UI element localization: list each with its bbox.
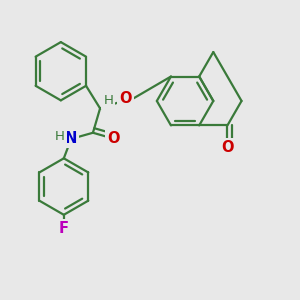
Text: H: H	[103, 94, 113, 106]
Text: O: O	[221, 140, 234, 155]
Text: N: N	[64, 130, 76, 146]
Text: O: O	[107, 130, 120, 146]
Text: F: F	[59, 221, 69, 236]
Text: O: O	[119, 92, 132, 106]
Text: H: H	[55, 130, 65, 143]
